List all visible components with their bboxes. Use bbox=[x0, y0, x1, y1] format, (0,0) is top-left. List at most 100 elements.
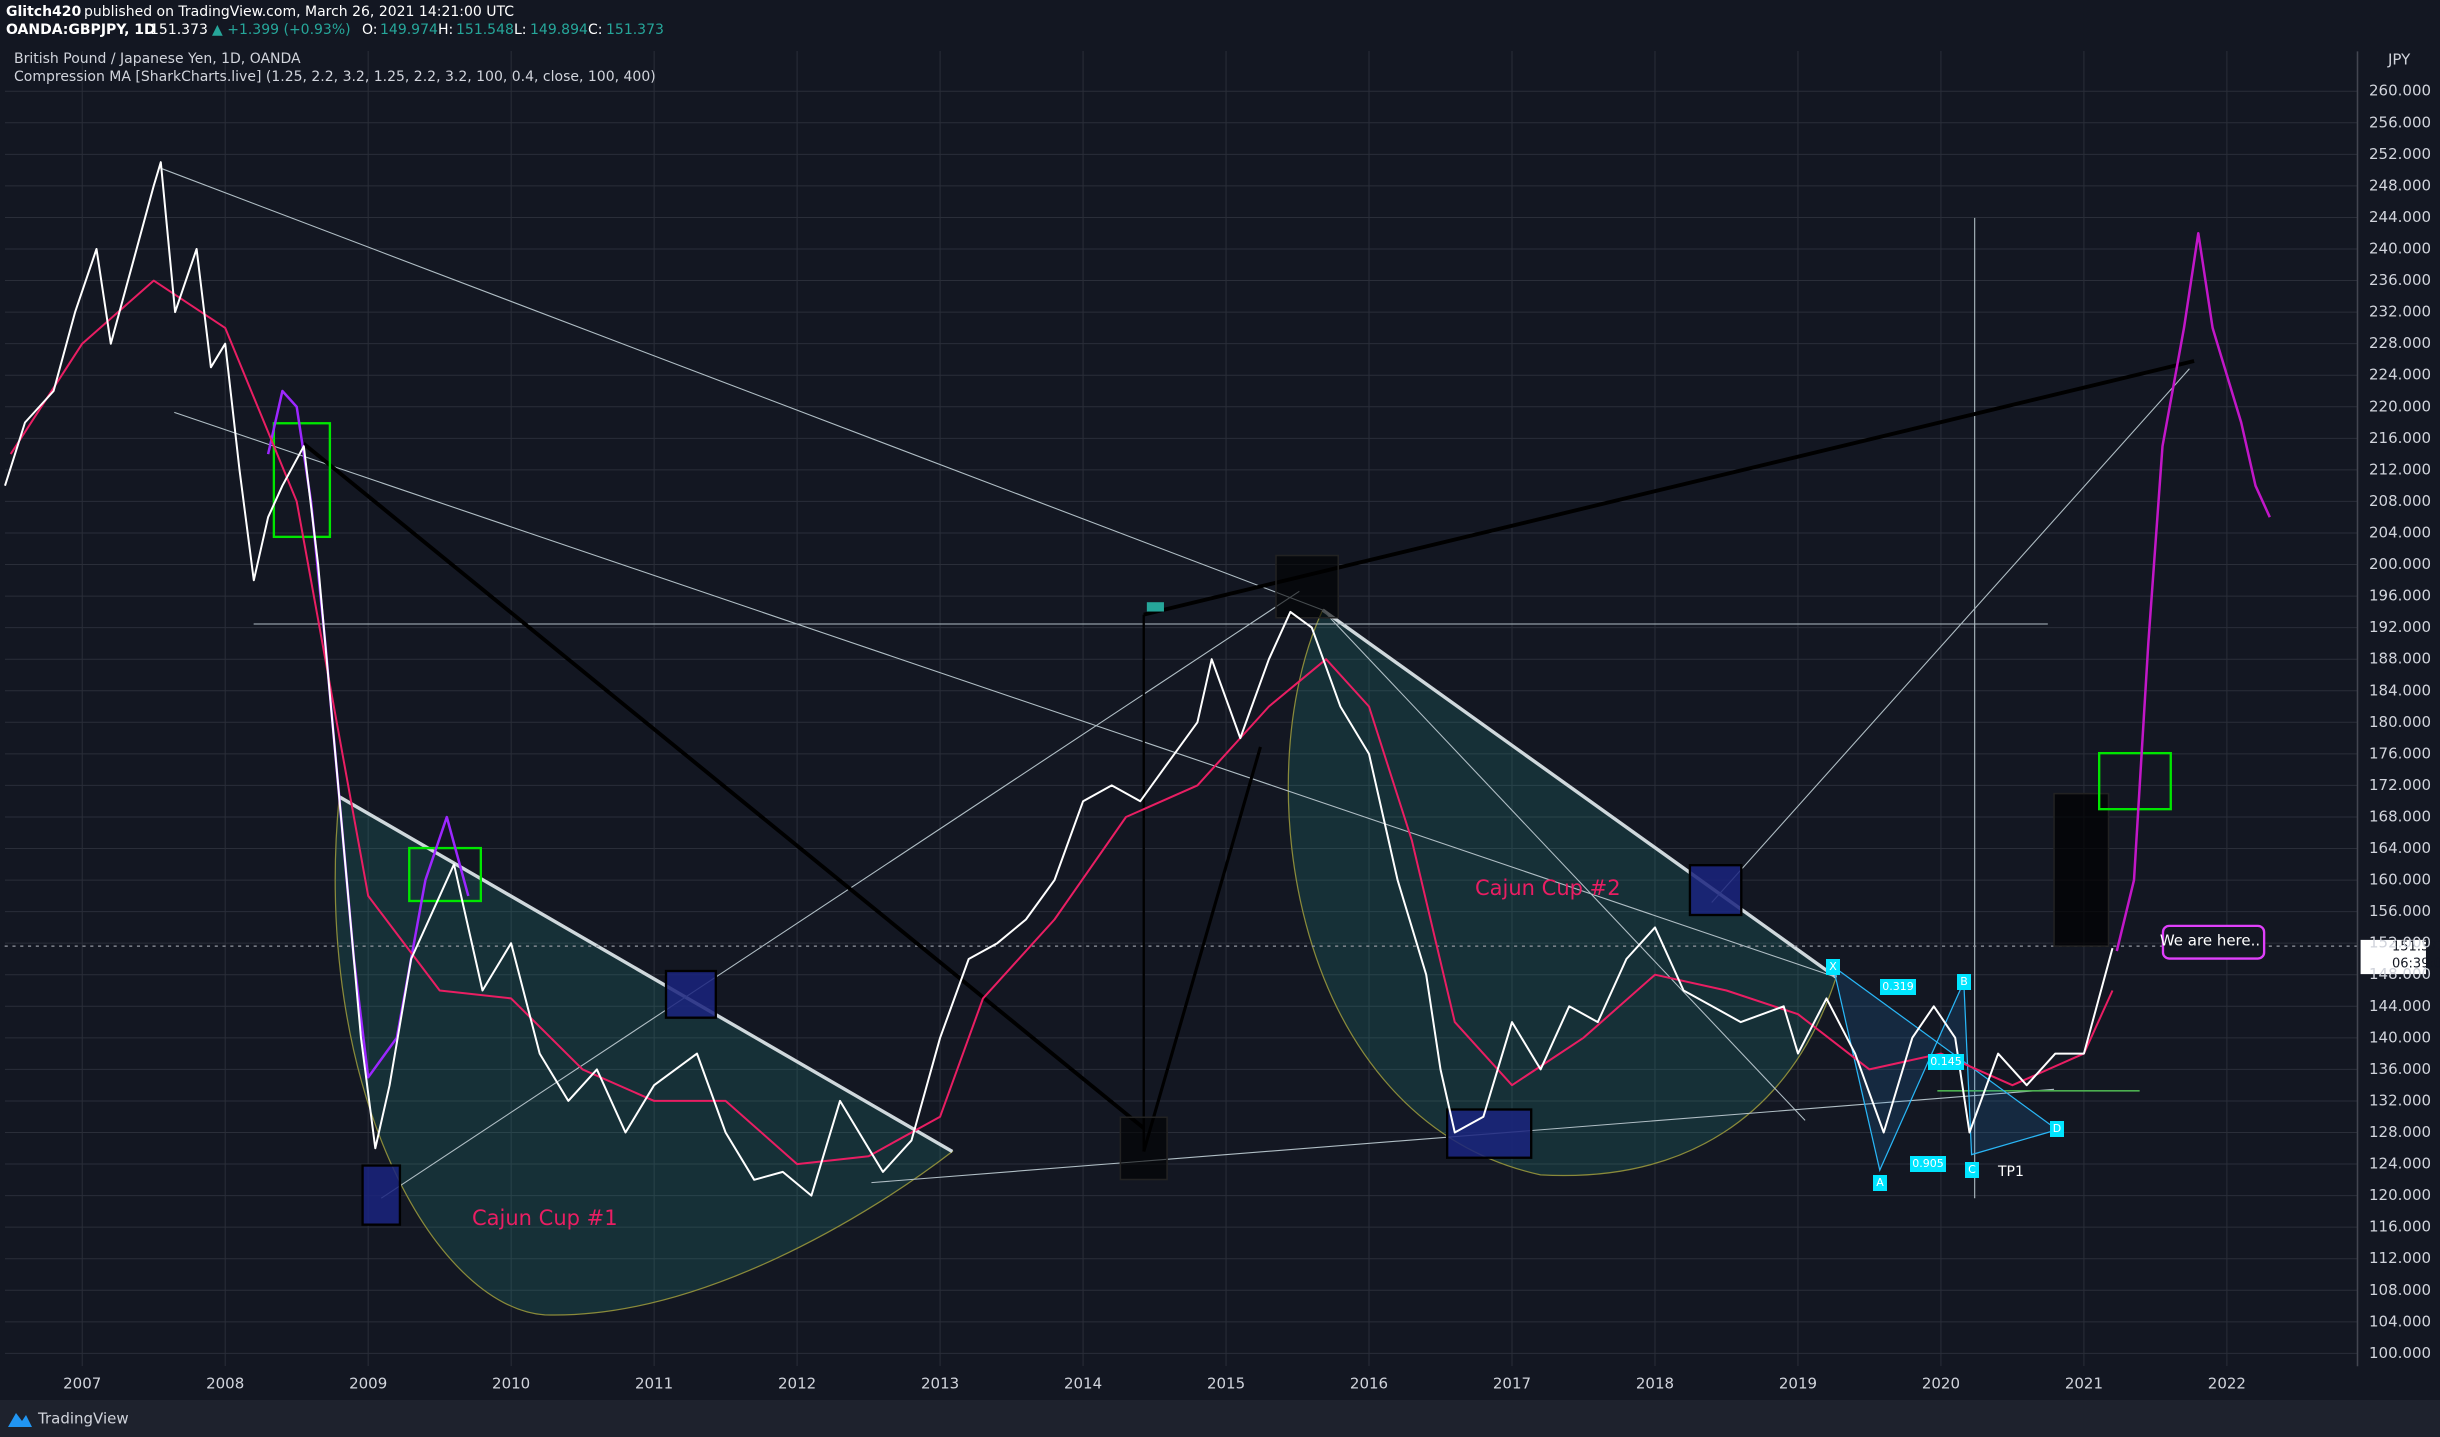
y-tick-label: 156.000 bbox=[2369, 902, 2431, 920]
y-tick-label: 220.000 bbox=[2369, 397, 2431, 415]
y-tick-label: 160.000 bbox=[2369, 871, 2431, 889]
y-tick-label: 152.000 bbox=[2369, 934, 2431, 952]
black-drawings bbox=[302, 359, 2195, 1181]
y-tick-label: 100.000 bbox=[2369, 1344, 2431, 1362]
y-tick-label: 104.000 bbox=[2369, 1312, 2431, 1330]
x-tick-label: 2018 bbox=[1636, 1375, 1674, 1393]
price-tag-label: 151.373 bbox=[2392, 940, 2440, 955]
y-tick-label: 116.000 bbox=[2369, 1218, 2431, 1236]
annotation: TP1 bbox=[1997, 1164, 2024, 1180]
y-tick-label: 148.000 bbox=[2369, 965, 2431, 983]
high: 151.548 bbox=[456, 22, 514, 38]
point-label: X bbox=[1829, 960, 1837, 973]
callout-box bbox=[2161, 924, 2266, 960]
symbol: OANDA:GBPJPY, 1D bbox=[6, 22, 156, 38]
x-tick-label: 2020 bbox=[1922, 1375, 1960, 1393]
chart-title: British Pound / Japanese Yen, 1D, OANDA bbox=[14, 51, 301, 67]
currency: JPY bbox=[2387, 51, 2411, 69]
y-tick-label: 248.000 bbox=[2369, 176, 2431, 194]
fib-label: 0.905 bbox=[1912, 1157, 1944, 1170]
fib-label: 0.319 bbox=[1882, 980, 1914, 993]
series bbox=[4, 161, 2271, 1197]
y-tick-label: 112.000 bbox=[2369, 1249, 2431, 1267]
y-tick-label: 204.000 bbox=[2369, 523, 2431, 541]
y-tick-label: 164.000 bbox=[2369, 839, 2431, 857]
published: published on TradingView.com, March 26, … bbox=[84, 4, 514, 20]
y-tick-label: 256.000 bbox=[2369, 113, 2431, 131]
y-tick-label: 260.000 bbox=[2369, 82, 2431, 100]
y-tick-label: 192.000 bbox=[2369, 618, 2431, 636]
green-boxes bbox=[272, 422, 2172, 903]
x-tick-label: 2011 bbox=[635, 1375, 673, 1393]
marker bbox=[1146, 602, 1164, 612]
point-label: D bbox=[2053, 1122, 2061, 1135]
trend-line bbox=[338, 795, 954, 1153]
open: 149.974 bbox=[380, 22, 438, 38]
price-line bbox=[4, 161, 2114, 1197]
y-tick-label: 252.000 bbox=[2369, 145, 2431, 163]
y-tick-label: 224.000 bbox=[2369, 366, 2431, 384]
y-tick-label: 236.000 bbox=[2369, 271, 2431, 289]
point-label: B bbox=[1960, 975, 1968, 988]
x-tick-label: 2017 bbox=[1493, 1375, 1531, 1393]
y-tick-label: 144.000 bbox=[2369, 997, 2431, 1015]
y-tick-label: 132.000 bbox=[2369, 1091, 2431, 1109]
close: 151.373 bbox=[606, 22, 664, 38]
x-tick-label: 2016 bbox=[1350, 1375, 1388, 1393]
annotation: Cajun Cup #2 bbox=[1475, 876, 1621, 900]
harmonic-labels: 0.319 0.145 0.905 X A B C D bbox=[1826, 959, 2064, 1191]
annotation: Cajun Cup #1 bbox=[472, 1206, 618, 1230]
y-tick-label: 188.000 bbox=[2369, 650, 2431, 668]
price-line bbox=[9, 279, 2114, 1166]
y-tick-label: 184.000 bbox=[2369, 681, 2431, 699]
x-tick-label: 2009 bbox=[349, 1375, 387, 1393]
chart-subtitle: Compression MA [SharkCharts.live] (1.25,… bbox=[14, 69, 656, 85]
trend-line bbox=[1321, 608, 1838, 979]
o-label: O: bbox=[362, 22, 378, 38]
grid bbox=[5, 51, 2357, 1366]
footer-bar bbox=[0, 1400, 2440, 1437]
low: 149.894 bbox=[530, 22, 588, 38]
last: 151.373 bbox=[150, 22, 208, 38]
fib-label: 0.145 bbox=[1930, 1055, 1962, 1068]
c-label: C: bbox=[588, 22, 603, 38]
texts: Glitch420 published on TradingView.com, … bbox=[0, 4, 2440, 1437]
y-tick-label: 180.000 bbox=[2369, 713, 2431, 731]
y-tick-label: 200.000 bbox=[2369, 555, 2431, 573]
y-tick-label: 176.000 bbox=[2369, 744, 2431, 762]
y-tick-label: 216.000 bbox=[2369, 429, 2431, 447]
y-tick-label: 124.000 bbox=[2369, 1155, 2431, 1173]
y-tick-label: 128.000 bbox=[2369, 1123, 2431, 1141]
y-tick-label: 140.000 bbox=[2369, 1028, 2431, 1046]
x-tick-label: 2012 bbox=[778, 1375, 816, 1393]
l-label: L: bbox=[514, 22, 527, 38]
price-tag bbox=[2360, 939, 2426, 975]
annotation: We are here.. bbox=[2160, 932, 2260, 950]
x-tick-label: 2022 bbox=[2208, 1375, 2246, 1393]
point-label: A bbox=[1876, 1176, 1884, 1189]
y-tick-label: 208.000 bbox=[2369, 492, 2431, 510]
x-tick-label: 2007 bbox=[63, 1375, 101, 1393]
y-tick-label: 232.000 bbox=[2369, 303, 2431, 321]
x-tick-label: 2013 bbox=[921, 1375, 959, 1393]
x-tick-label: 2010 bbox=[492, 1375, 530, 1393]
y-tick-label: 168.000 bbox=[2369, 807, 2431, 825]
h-label: H: bbox=[438, 22, 453, 38]
price-line bbox=[2115, 231, 2271, 952]
harmonic-pattern bbox=[1832, 964, 2059, 1173]
y-tick-label: 172.000 bbox=[2369, 776, 2431, 794]
y-tick-label: 108.000 bbox=[2369, 1281, 2431, 1299]
y-tick-label: 136.000 bbox=[2369, 1060, 2431, 1078]
author: Glitch420 bbox=[6, 4, 82, 20]
y-tick-label: 240.000 bbox=[2369, 239, 2431, 257]
brand: TradingView bbox=[37, 1410, 129, 1428]
x-tick-label: 2021 bbox=[2065, 1375, 2103, 1393]
blue-boxes bbox=[361, 864, 1743, 1226]
logo bbox=[8, 1413, 32, 1427]
x-tick-label: 2019 bbox=[1779, 1375, 1817, 1393]
x-tick-label: 2014 bbox=[1064, 1375, 1102, 1393]
y-tick-label: 196.000 bbox=[2369, 587, 2431, 605]
y-tick-label: 244.000 bbox=[2369, 208, 2431, 226]
